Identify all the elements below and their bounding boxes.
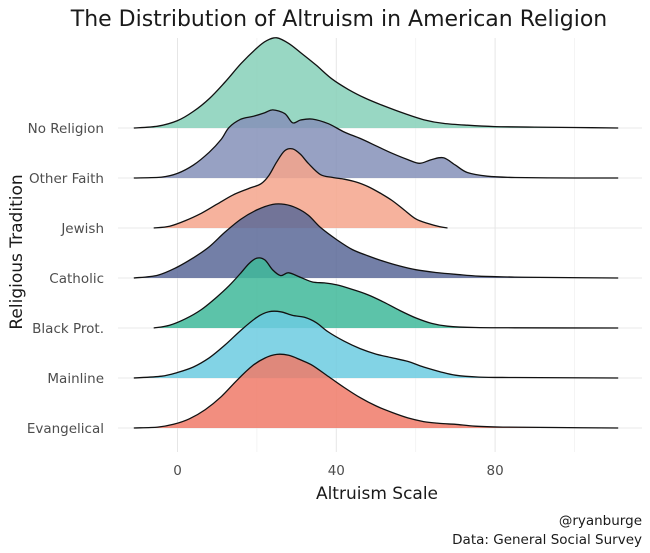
y-tick-label: Jewish: [60, 221, 104, 237]
x-tick-label: 0: [173, 463, 182, 479]
x-axis-labels: 0 40 80: [173, 463, 503, 479]
ridge-black-prot: [153, 257, 619, 329]
ridge-outline-catholic: [133, 203, 619, 279]
x-tick-label: 80: [487, 463, 504, 479]
ridge-mainline: [133, 310, 619, 379]
ridge-area-no-religion: [133, 37, 619, 128]
y-tick-label: Other Faith: [29, 171, 104, 187]
ridge-evangelical: [133, 353, 619, 429]
ridge-area-mainline: [133, 311, 619, 378]
ridge-area-black-prot: [153, 257, 619, 328]
y-tick-label: Mainline: [47, 371, 104, 387]
ridge-outline-no-religion: [133, 37, 619, 129]
ridge-area-other-faith: [133, 109, 619, 179]
y-axis-labels: No Religion Other Faith Jewish Catholic Blac…: [27, 121, 104, 437]
ridge-outline-black-prot: [153, 257, 619, 329]
y-tick-label: No Religion: [28, 121, 104, 137]
caption-source: Data: General Social Survey: [452, 532, 642, 548]
ridge-outline-mainline: [133, 310, 619, 379]
caption-handle: @ryanburge: [559, 513, 642, 529]
ridge-outline-evangelical: [133, 353, 619, 429]
ridges: [133, 37, 619, 429]
ridge-outline-other-faith: [133, 109, 619, 179]
chart-title: The Distribution of Altruism in American…: [70, 7, 608, 32]
y-tick-label: Catholic: [49, 271, 104, 287]
ridge-area-evangelical: [133, 354, 619, 428]
ridge-no-religion: [133, 37, 619, 129]
gridlines: [118, 38, 642, 452]
x-tick-label: 40: [328, 463, 345, 479]
y-tick-label: Black Prot.: [32, 321, 104, 337]
y-tick-label: Evangelical: [27, 421, 104, 437]
ridge-jewish: [153, 147, 448, 229]
ridge-area-jewish: [153, 148, 448, 228]
ridge-outline-jewish: [153, 147, 448, 229]
ridge-other-faith: [133, 109, 619, 179]
x-axis-title: Altruism Scale: [316, 484, 438, 504]
y-axis-title: Religious Tradition: [7, 174, 27, 329]
